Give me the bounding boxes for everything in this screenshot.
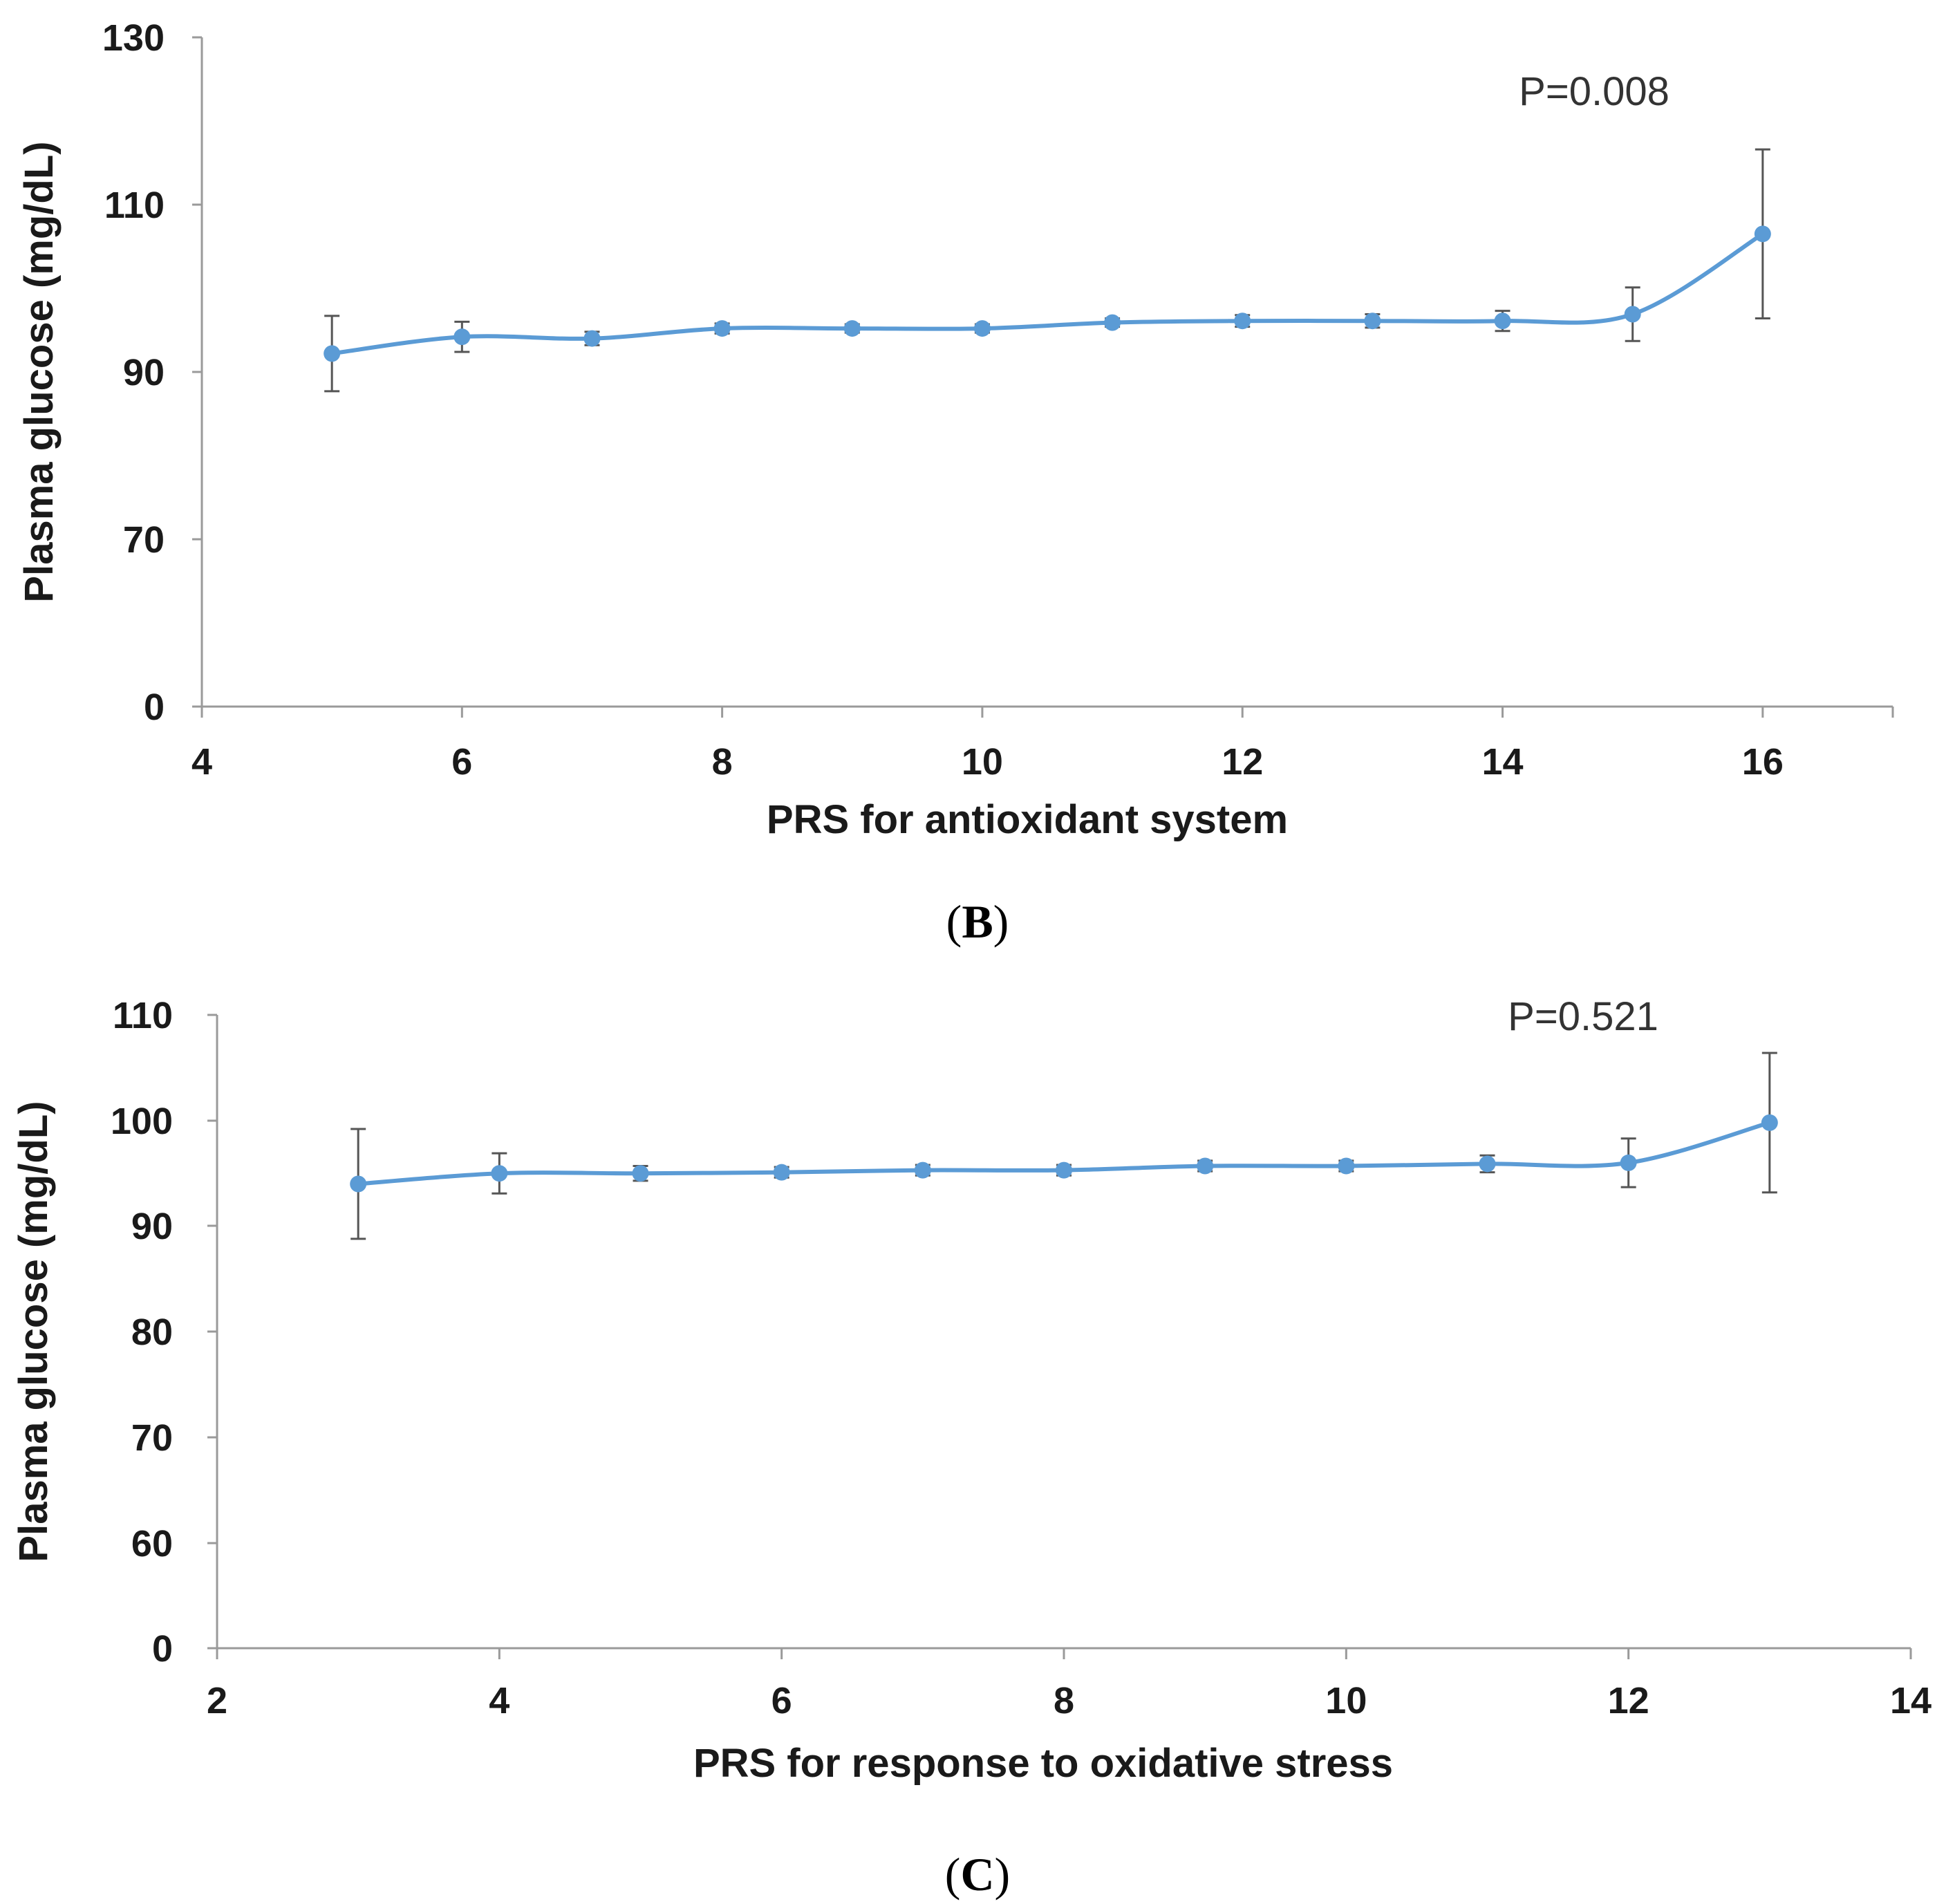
data-point [583,330,601,347]
data-point [1104,314,1121,331]
data-point [1624,306,1641,323]
data-point [453,328,471,346]
data-point [324,345,341,362]
y-axis-title: Plasma glucose (mg/dL) [11,1101,56,1562]
x-tick-label: 14 [1890,1680,1931,1721]
y-tick-label: 70 [131,1417,173,1459]
panel-label-letter: B [962,895,993,948]
data-point [632,1165,649,1182]
y-axis-title: Plasma glucose (mg/dL) [17,141,62,602]
panel-label: (B) [946,895,1009,948]
data-point [1754,225,1771,243]
y-tick-label: 70 [123,519,165,561]
panel-label-close: ) [993,895,1009,948]
data-point [491,1165,508,1182]
chart-panel-c: 0 60 70 80 90 100 110 2 4 6 8 10 12 14 PRS for respons… [11,994,1931,1901]
x-tick-label: 2 [207,1680,227,1721]
x-tick-label: 6 [451,741,472,783]
data-point [1364,312,1381,330]
x-tick-label: 6 [771,1680,792,1721]
data-point [713,320,731,337]
y-tick-label: 110 [104,185,165,226]
data-point [973,320,991,337]
y-tick-label: 60 [131,1523,173,1565]
x-tick-label: 12 [1222,741,1263,783]
x-tick-label: 12 [1608,1680,1649,1721]
panel-label-open: ( [945,1848,961,1901]
x-axis-title: PRS for response to oxidative stress [693,1741,1393,1786]
series-line [331,232,1764,356]
data-point [1479,1155,1496,1173]
y-tick-label: 100 [111,1101,173,1142]
x-tick-label: 10 [1325,1680,1367,1721]
panel-label-letter: C [960,1848,994,1901]
data-point [350,1175,367,1193]
p-value-annotation: P=0.008 [1519,69,1669,114]
data-point [843,320,861,337]
data-point [1494,312,1511,330]
y-tick-label: 130 [102,17,165,59]
p-value-annotation: P=0.521 [1508,994,1658,1039]
data-point [1197,1157,1214,1175]
chart-panel-b: 0 70 90 110 130 4 6 8 10 12 14 16 PRS for antioxidan… [17,17,1894,948]
x-tick-label: 10 [962,741,1003,783]
x-tick-label: 14 [1481,741,1523,783]
panel-label: (C) [945,1848,1010,1901]
data-point [1056,1161,1072,1179]
panel-label-close: ) [995,1848,1011,1901]
x-tick-label: 4 [191,741,212,783]
y-tick-label: 110 [113,995,173,1036]
x-tick-label: 4 [489,1680,509,1721]
y-tick-label: 90 [131,1206,173,1247]
y-tick-label: 90 [123,352,165,393]
x-tick-label: 8 [712,741,733,783]
data-point [773,1164,790,1181]
data-point [1338,1157,1355,1175]
x-tick-label: 8 [1054,1680,1074,1721]
x-axis-title: PRS for antioxidant system [767,797,1288,842]
data-point [1761,1114,1778,1131]
x-tick-label: 16 [1742,741,1784,783]
y-tick-label: 0 [144,687,165,728]
y-tick-label: 80 [131,1312,173,1353]
data-point [1234,312,1251,330]
data-point [914,1161,931,1179]
y-tick-label: 0 [152,1628,173,1670]
panel-label-open: ( [946,895,962,948]
data-point [1620,1154,1637,1171]
